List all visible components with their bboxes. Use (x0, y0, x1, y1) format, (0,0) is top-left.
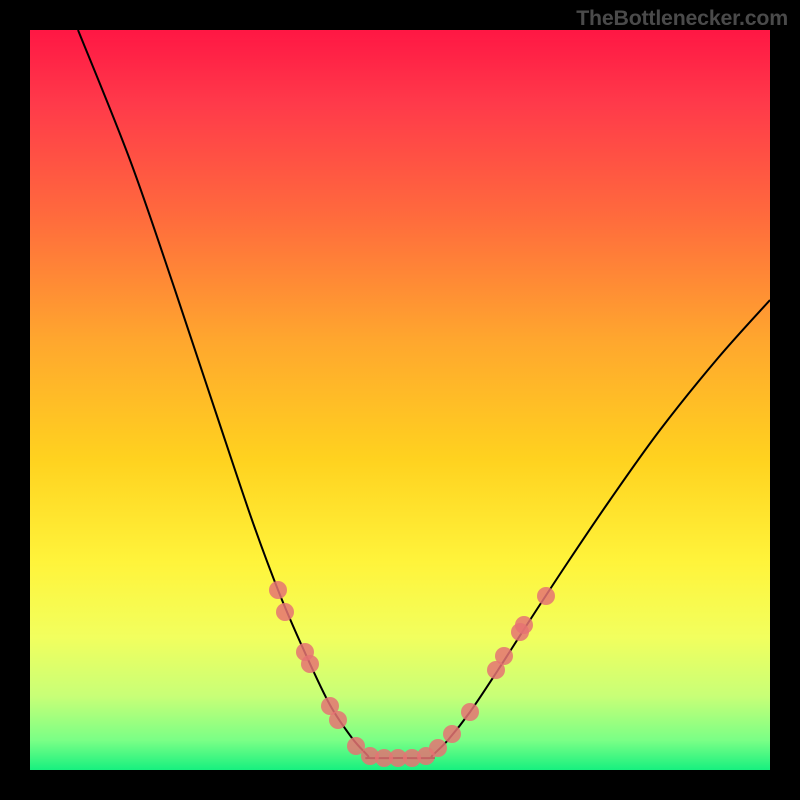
chart-stage: TheBottlenecker.com (0, 0, 800, 800)
data-marker (276, 603, 294, 621)
bottleneck-chart (0, 0, 800, 800)
data-marker (301, 655, 319, 673)
data-marker (443, 725, 461, 743)
data-marker (329, 711, 347, 729)
data-marker (461, 703, 479, 721)
data-marker (495, 647, 513, 665)
data-marker (269, 581, 287, 599)
data-marker (429, 739, 447, 757)
data-marker (537, 587, 555, 605)
watermark-text: TheBottlenecker.com (576, 6, 788, 31)
plot-area (30, 30, 770, 770)
data-marker (515, 616, 533, 634)
